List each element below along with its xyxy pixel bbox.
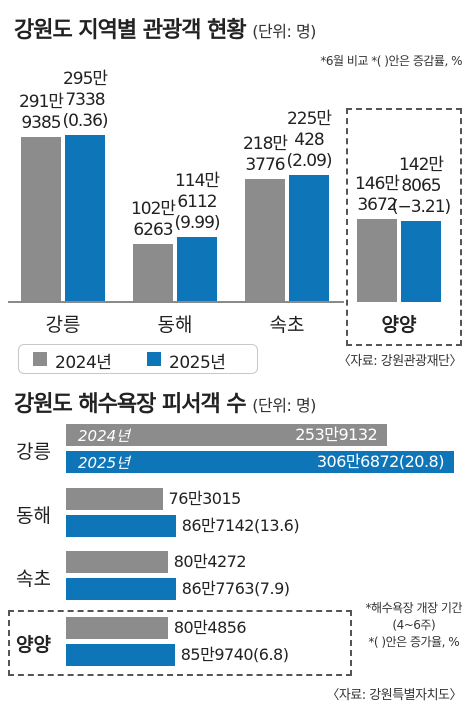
chart1-unit: (단위: 명)	[252, 22, 316, 41]
value-label-line: 146만	[354, 174, 400, 195]
value-label-line: 6112	[177, 192, 217, 213]
hbar-value-label-2024-4: 80만4856	[173, 618, 247, 637]
value-label-line: 9385	[21, 113, 61, 134]
value-label-line: 142만	[398, 155, 444, 176]
chart2-note-line1: *해수욕장 개장 기간	[365, 601, 463, 615]
hcategory-label-3: 속초	[16, 568, 51, 590]
value-label-2024-1: 291만 9385	[3, 92, 79, 134]
inline-year-label-2025: 2025년	[78, 454, 130, 472]
value-label-2025-2: 114만 6112 (9.99)	[159, 171, 235, 234]
hbar-2025-4	[66, 644, 175, 666]
chart2-title: 강원도 해수욕장 피서객 수 (단위: 명)	[14, 386, 316, 418]
bar-2024-1	[21, 137, 61, 302]
hbar-2025-3	[66, 578, 176, 600]
bar-2024-2	[133, 244, 173, 302]
value-label-line: 428	[294, 129, 324, 150]
chart2-note: *해수욕장 개장 기간 (4~6주) *( )안은 증가율, %	[365, 600, 463, 651]
legend-swatch-2025	[147, 352, 161, 366]
hbar-value-label-2024-3: 80만4272	[173, 552, 247, 571]
bar-2025-1	[65, 134, 105, 302]
legend-label-2025: 2025년	[169, 353, 226, 373]
value-label-2024-4: 146만 3672	[339, 174, 415, 216]
value-label-line: 6263	[133, 220, 173, 241]
chart1-legend: 2024년 2025년	[18, 344, 258, 374]
bar-2024-4	[357, 219, 397, 302]
inline-year-label-2024: 2024년	[78, 427, 130, 445]
chart2-title-text: 강원도 해수욕장 피서객 수	[14, 392, 247, 417]
value-label-line: 102만	[130, 199, 176, 220]
chart1-highlight-box	[346, 108, 462, 346]
hbar-value-label-2025-1: 306만6872(20.8)	[316, 452, 445, 471]
value-label-line: 295만	[62, 68, 108, 89]
value-label-line: 114만	[174, 171, 220, 192]
hbar-value-label-2025-2: 86만7142(13.6)	[181, 516, 300, 535]
hcategory-label-2: 동해	[16, 505, 51, 527]
value-label-line: 7338	[65, 89, 105, 110]
hbar-value-label-2025-3: 86만7763(7.9)	[181, 579, 290, 598]
value-label-2025-1: 295만 7338 (0.36)	[47, 69, 123, 132]
value-label-2025-4: 142만 8065 (−3.21)	[383, 155, 459, 218]
hbar-value-label-2024-1: 253만9132	[295, 425, 378, 444]
hbar-value-label-2025-4: 85만9740(6.8)	[180, 645, 289, 664]
value-label-line: (0.36)	[62, 110, 108, 131]
hbar-2024-2	[66, 488, 163, 510]
hbar-2025-2	[66, 515, 176, 537]
chart1-title: 강원도 지역별 관광객 현황 (단위: 명)	[14, 12, 316, 44]
value-label-line: 8065	[401, 176, 441, 197]
category-label-2: 동해	[157, 314, 193, 336]
hbar-2024-4	[66, 617, 168, 639]
value-label-line: (−3.21)	[391, 197, 451, 218]
legend-label-2024: 2024년	[55, 353, 112, 373]
category-label-3: 속초	[269, 314, 305, 336]
category-label-1: 강릉	[45, 314, 81, 336]
chart1-baseline	[8, 301, 344, 303]
hbar-2024-3	[66, 551, 168, 573]
value-label-line: 218만	[242, 133, 288, 154]
bar-2024-3	[245, 178, 285, 302]
category-label-4: 양양	[381, 314, 417, 336]
value-label-2024-2: 102만 6263	[115, 199, 191, 241]
value-label-line: 291만	[18, 92, 64, 113]
value-label-line: 3776	[245, 154, 285, 175]
value-label-line: 3672	[357, 195, 397, 216]
hcategory-label-1: 강릉	[16, 441, 51, 463]
chart1-title-text: 강원도 지역별 관광객 현황	[14, 18, 247, 43]
value-label-line: 225만	[286, 108, 332, 129]
chart2-note-line2: (4~6주)	[392, 618, 436, 632]
chart1-note: *6월 비교 *( )안은 증감률, %	[320, 54, 462, 68]
chart2-highlight-box	[8, 610, 352, 676]
bar-2025-4	[401, 221, 441, 302]
chart2-source: 〈자료: 강원특별자치도〉	[326, 688, 462, 703]
hbar-value-label-2024-2: 76만3015	[168, 489, 242, 508]
value-label-line: (9.99)	[174, 213, 220, 234]
hbar-2024-1	[66, 424, 388, 446]
bar-2025-2	[177, 237, 217, 302]
bar-2025-3	[289, 174, 329, 302]
hbar-2025-1	[66, 451, 454, 473]
chart2-note-line3: *( )안은 증가율, %	[368, 635, 460, 649]
value-label-2024-3: 218만 3776	[227, 134, 303, 176]
chart2-unit: (단위: 명)	[252, 396, 316, 415]
legend-swatch-2024	[33, 352, 47, 366]
value-label-2025-3: 225만 428 (2.09)	[271, 109, 347, 172]
chart1-source: 〈자료: 강원관광재단〉	[337, 354, 463, 369]
hcategory-label-4: 양양	[16, 634, 51, 656]
value-label-line: (2.09)	[286, 150, 332, 171]
